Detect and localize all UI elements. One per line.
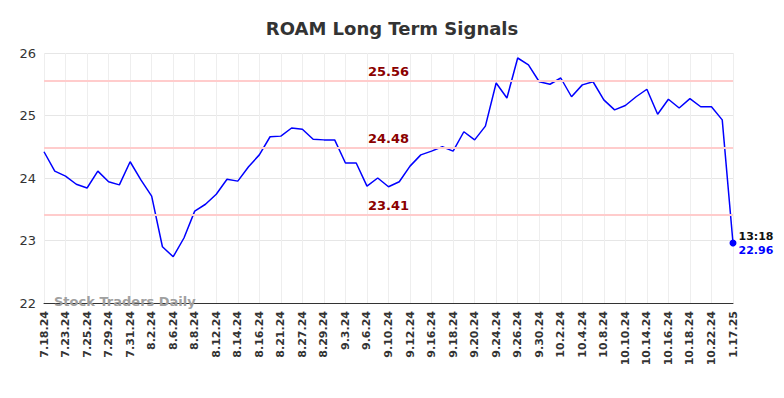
svg-text:9.6.24: 9.6.24: [360, 311, 373, 350]
svg-text:8.12.24: 8.12.24: [210, 311, 223, 358]
svg-text:7.29.24: 7.29.24: [102, 311, 115, 358]
svg-text:9.12.24: 9.12.24: [404, 311, 417, 358]
svg-text:10.10.24: 10.10.24: [619, 311, 632, 366]
svg-text:8.21.24: 8.21.24: [274, 311, 287, 358]
svg-text:9.18.24: 9.18.24: [447, 311, 460, 358]
svg-text:9.10.24: 9.10.24: [382, 311, 395, 358]
svg-text:24: 24: [19, 171, 36, 186]
svg-text:23.41: 23.41: [368, 198, 409, 213]
svg-text:Stock Traders Daily: Stock Traders Daily: [54, 294, 196, 309]
svg-text:8.16.24: 8.16.24: [253, 311, 266, 358]
svg-text:8.8.24: 8.8.24: [188, 311, 201, 350]
svg-text:13:18: 13:18: [739, 230, 774, 243]
svg-text:24.48: 24.48: [368, 131, 409, 146]
svg-text:10.4.24: 10.4.24: [576, 311, 589, 358]
svg-text:8.14.24: 8.14.24: [231, 311, 244, 358]
svg-text:9.24.24: 9.24.24: [490, 311, 503, 358]
svg-text:23: 23: [19, 233, 36, 248]
svg-text:10.16.24: 10.16.24: [662, 311, 675, 366]
svg-text:8.27.24: 8.27.24: [296, 311, 309, 358]
svg-text:26: 26: [19, 46, 36, 61]
svg-text:25.56: 25.56: [368, 64, 409, 79]
svg-text:22.96: 22.96: [739, 244, 774, 257]
svg-text:7.25.24: 7.25.24: [81, 311, 94, 358]
svg-text:10.8.24: 10.8.24: [597, 311, 610, 358]
svg-text:10.2.24: 10.2.24: [554, 311, 567, 358]
svg-text:9.30.24: 9.30.24: [533, 311, 546, 358]
svg-text:22: 22: [19, 296, 36, 311]
svg-text:7.31.24: 7.31.24: [124, 311, 137, 358]
svg-text:10.22.24: 10.22.24: [705, 311, 718, 366]
svg-text:9.16.24: 9.16.24: [425, 311, 438, 358]
svg-text:25: 25: [19, 108, 36, 123]
svg-text:1.17.25: 1.17.25: [727, 311, 740, 358]
svg-text:7.23.24: 7.23.24: [59, 311, 72, 358]
svg-text:10.14.24: 10.14.24: [640, 311, 653, 366]
svg-text:10.18.24: 10.18.24: [683, 311, 696, 366]
svg-text:ROAM Long Term Signals: ROAM Long Term Signals: [266, 18, 518, 39]
svg-text:9.3.24: 9.3.24: [339, 311, 352, 350]
svg-text:9.26.24: 9.26.24: [511, 311, 524, 358]
svg-text:8.2.24: 8.2.24: [145, 311, 158, 350]
svg-text:8.6.24: 8.6.24: [167, 311, 180, 350]
svg-text:8.29.24: 8.29.24: [317, 311, 330, 358]
svg-text:9.20.24: 9.20.24: [468, 311, 481, 358]
svg-text:7.18.24: 7.18.24: [38, 311, 51, 358]
